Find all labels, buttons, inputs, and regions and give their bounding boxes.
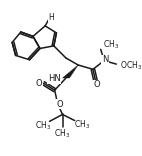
Text: CH$_3$: CH$_3$ [74, 119, 91, 131]
Text: CH$_3$: CH$_3$ [103, 39, 119, 51]
Text: HN: HN [48, 74, 61, 83]
Text: N: N [102, 55, 108, 64]
Text: O: O [36, 79, 42, 88]
Polygon shape [62, 65, 78, 78]
Text: O: O [94, 80, 101, 89]
Text: CH$_3$: CH$_3$ [54, 127, 71, 140]
Text: CH$_3$: CH$_3$ [35, 119, 52, 132]
Text: OCH$_3$: OCH$_3$ [120, 60, 142, 72]
Text: O: O [57, 100, 63, 109]
Text: H: H [48, 13, 54, 22]
